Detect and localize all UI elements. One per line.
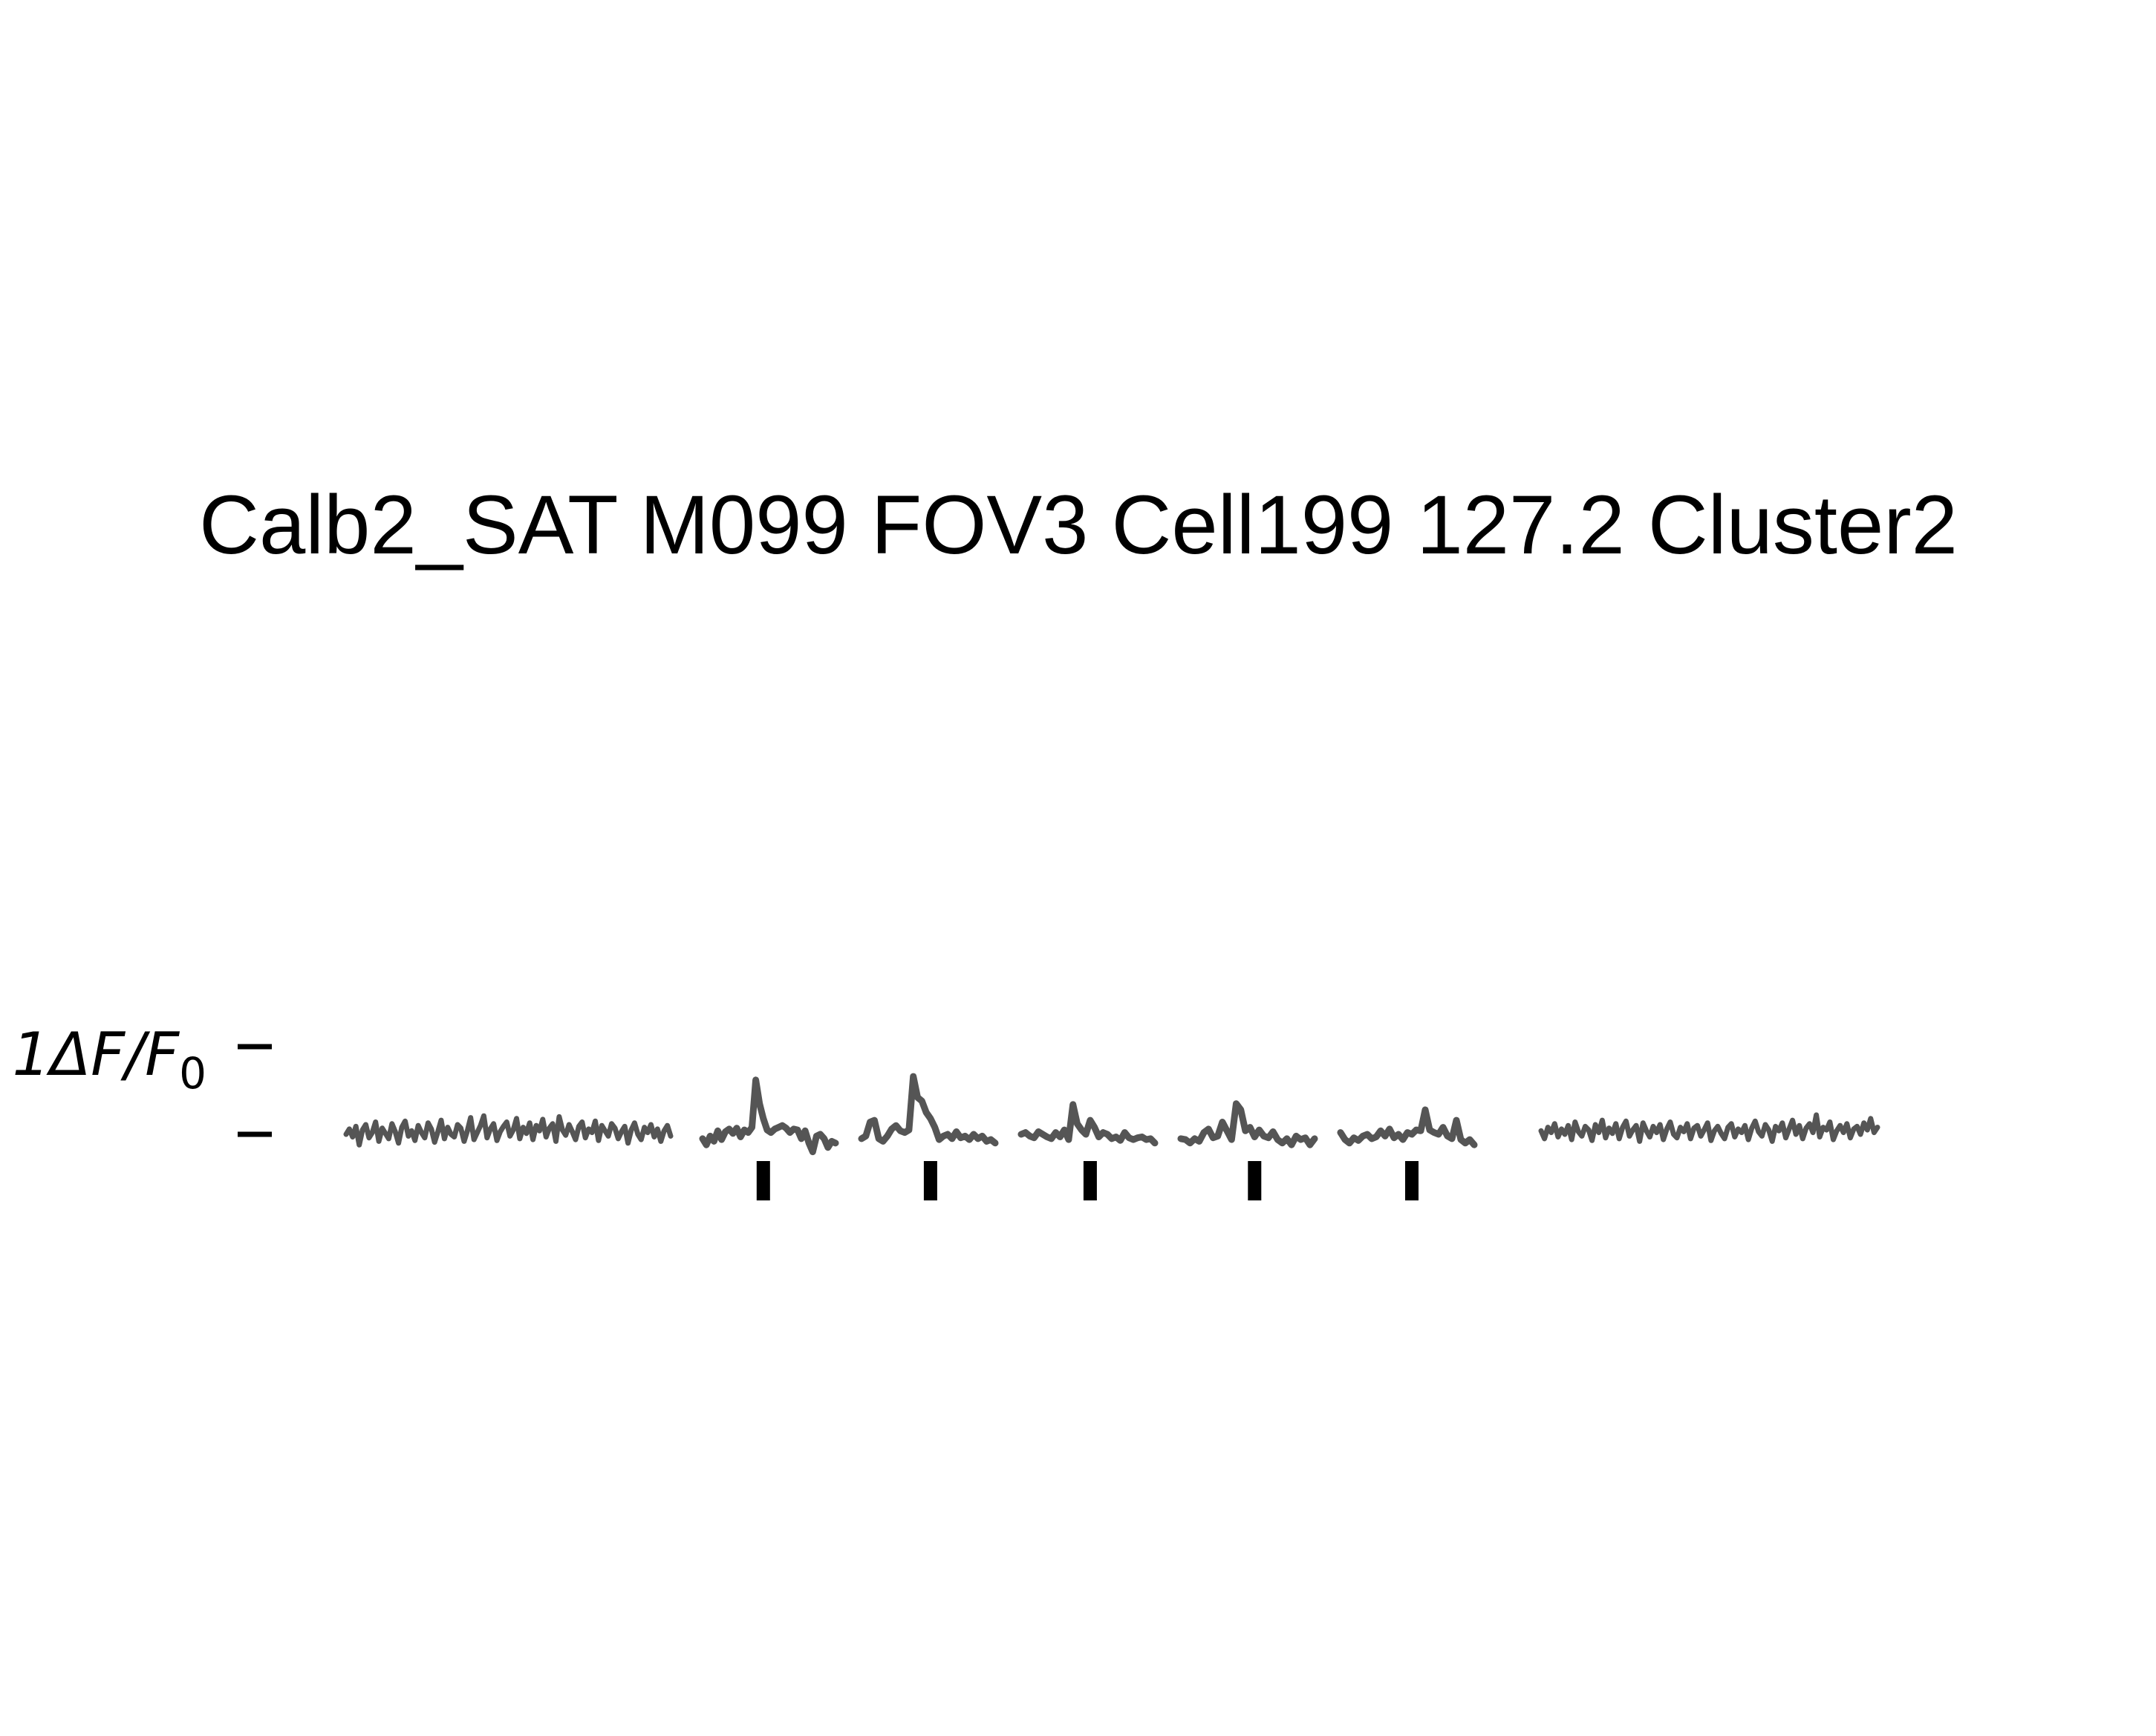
trial-trace-5 xyxy=(1337,1106,1478,1148)
stimulus-markers-group xyxy=(756,1161,1419,1200)
stimulus-marker-5 xyxy=(1405,1161,1419,1200)
scale-bar-unit-subscript: 0 xyxy=(179,1048,206,1099)
spontaneous-trace-6 xyxy=(1538,1112,1880,1144)
scale-bar-label: 1ΔF/F0 xyxy=(12,1020,206,1099)
stimulus-marker-3 xyxy=(1083,1161,1097,1200)
stimulus-marker-2 xyxy=(923,1161,937,1200)
stimulus-marker-1 xyxy=(756,1161,770,1200)
spontaneous-trace-0 xyxy=(343,1113,674,1148)
trial-trace-1 xyxy=(699,1076,839,1156)
figure-title: Calb2_SAT M099 FOV3 Cell199 127.2 Cluste… xyxy=(199,478,1958,571)
trial-trace-2 xyxy=(858,1073,999,1147)
trial-trace-4 xyxy=(1177,1100,1318,1148)
scale-bar-unit: ΔF/F xyxy=(45,1020,180,1089)
scale-bar-value: 1 xyxy=(12,1020,50,1089)
trace-series-group xyxy=(343,1073,1880,1156)
trial-trace-3 xyxy=(1017,1101,1159,1147)
scale-bar: 1ΔF/F0 xyxy=(12,1020,272,1137)
stimulus-marker-4 xyxy=(1248,1161,1262,1200)
